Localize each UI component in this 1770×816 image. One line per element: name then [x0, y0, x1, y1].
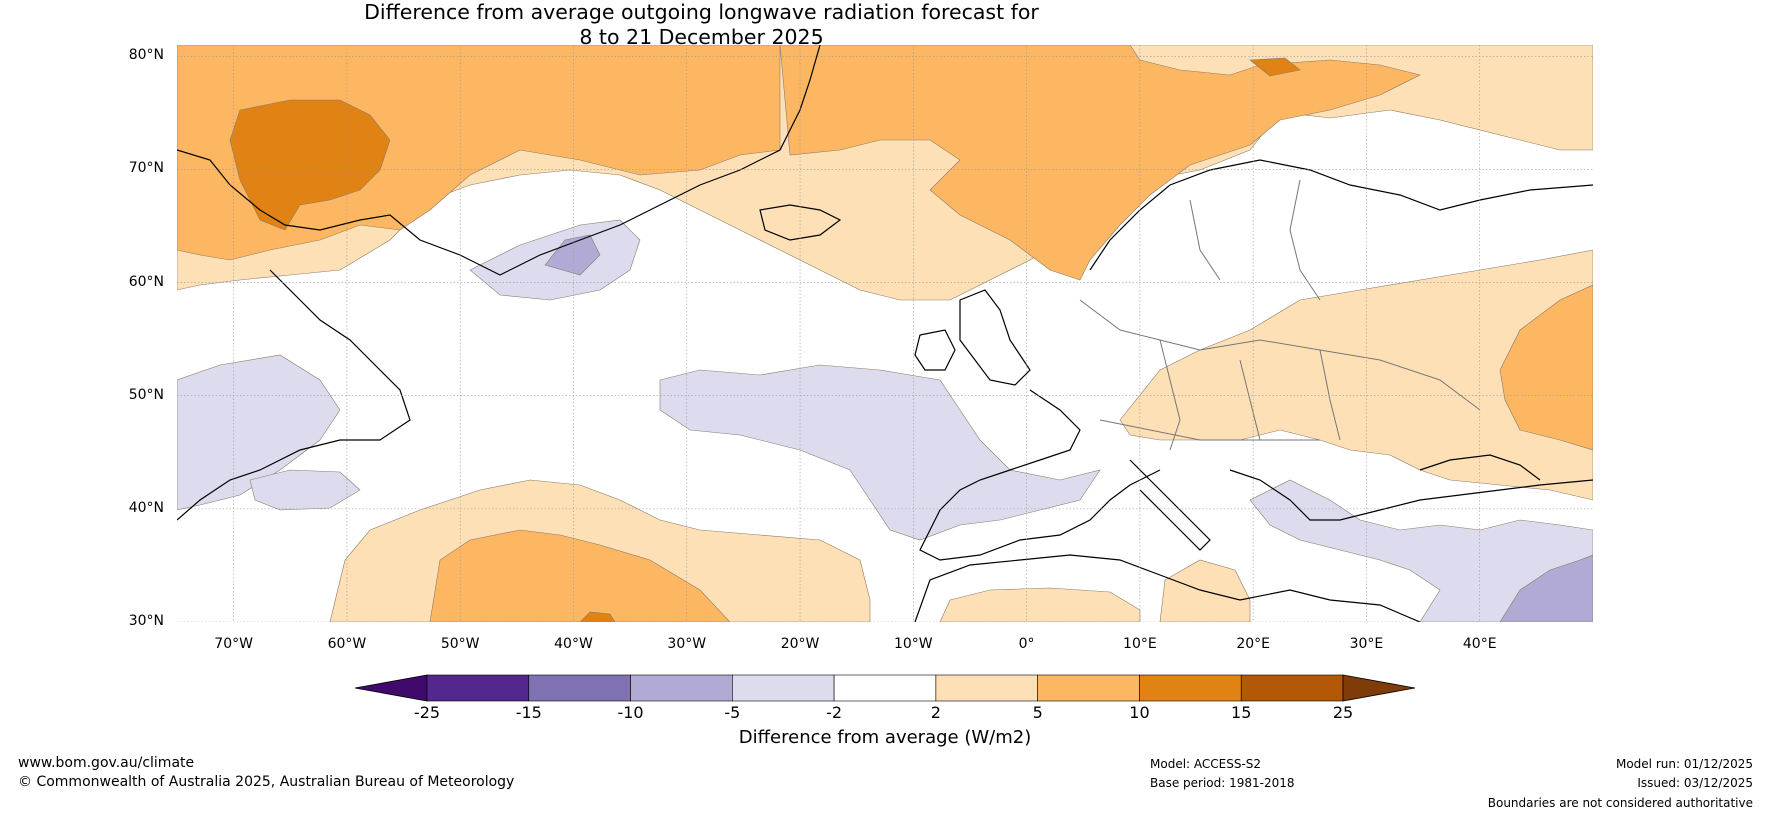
map-title-line1: Difference from average outgoing longwav… — [364, 0, 1039, 24]
colorbar-tick-label: -10 — [617, 703, 644, 722]
anomaly-region-greenland-medium — [177, 45, 781, 261]
footer-model: Model: ACCESS-S2 — [1150, 757, 1262, 771]
map-plot-area — [177, 45, 1593, 622]
colorbar-tick-label: 2 — [930, 703, 941, 722]
colorbar-tick-label: -2 — [826, 703, 843, 722]
longitude-label: 30°W — [667, 636, 707, 652]
longitude-label: 50°W — [440, 636, 480, 652]
coastline-black-sea — [1419, 454, 1541, 481]
colorbar-segment — [1240, 674, 1344, 702]
latitude-label: 70°N — [128, 160, 164, 177]
anomaly-region-russia-medium — [1499, 284, 1593, 451]
footer-issued: Issued: 03/12/2025 — [1637, 776, 1753, 790]
coastline-iceland — [759, 204, 842, 241]
coastline-ireland — [914, 329, 956, 371]
colorbar — [354, 674, 1416, 702]
anomaly-region-atlantic-medium — [429, 529, 731, 622]
map-title: Difference from average outgoing longwav… — [0, 0, 1403, 50]
colorbar-extend-high — [1342, 674, 1416, 702]
graticule — [177, 45, 1593, 622]
coastline-british-isles — [959, 289, 1031, 386]
latitude-label: 80°N — [128, 47, 164, 64]
footer-model-run: Model run: 01/12/2025 — [1615, 757, 1753, 771]
colorbar-title: Difference from average (W/m2) — [738, 727, 1032, 748]
latitude-label: 60°N — [128, 273, 164, 290]
longitude-label: 40°W — [554, 636, 593, 652]
longitude-label: 0° — [1018, 636, 1035, 652]
colorbar-tick-label: -5 — [724, 703, 741, 722]
coastline-greece-turkey — [1229, 469, 1593, 521]
longitude-label: 40°E — [1462, 636, 1497, 652]
anomaly-region-central-atlantic-purple — [249, 469, 361, 511]
coastline-north-africa — [914, 554, 1421, 622]
latitude-label: 40°N — [128, 499, 164, 516]
anomaly-region-med-purple — [1249, 479, 1593, 622]
colorbar-segment — [630, 674, 733, 702]
longitude-label: 20°W — [780, 636, 820, 652]
anomaly-region-nordic-medium — [779, 45, 1421, 281]
colorbar-segment — [1139, 674, 1242, 702]
colorbar-extend-low — [354, 674, 428, 702]
latitude-label: 50°N — [128, 386, 164, 403]
coastline-labrador — [177, 269, 411, 521]
footer-disclaimer: Boundaries are not considered authoritat… — [1487, 796, 1753, 810]
colorbar-segment — [833, 674, 937, 702]
anomaly-region-greenland-purple-dark — [544, 234, 601, 276]
country-borders — [1079, 179, 1481, 451]
anomaly-region-atlantic-dark — [579, 611, 616, 622]
colorbar-tick-label: 5 — [1032, 703, 1043, 722]
coastline-greenland — [177, 45, 821, 276]
longitude-label: 30°E — [1349, 636, 1384, 652]
footer-website: www.bom.gov.au/climate — [18, 755, 195, 771]
anomaly-region-iberia-purple — [659, 364, 1101, 541]
colorbar-tick-label: 10 — [1129, 703, 1150, 722]
colorbar-segment — [528, 674, 631, 702]
coastline-italy — [1129, 459, 1211, 551]
longitude-label: 60°W — [327, 636, 367, 652]
coastline-europe-west — [919, 389, 1161, 561]
colorbar-segment — [935, 674, 1038, 702]
longitude-label: 10°W — [893, 636, 933, 652]
colorbar-tick-label: -25 — [413, 703, 441, 722]
colorbar-segment — [732, 674, 835, 702]
longitude-label: 10°E — [1123, 636, 1157, 652]
anomaly-region-greenland-dark — [229, 99, 391, 231]
latitude-label: 30°N — [128, 613, 164, 629]
longitude-label: 70°W — [214, 636, 253, 652]
colorbar-tick-label: -15 — [515, 703, 542, 722]
footer-copyright: © Commonwealth of Australia 2025, Austra… — [18, 774, 515, 790]
longitude-label: 20°E — [1236, 636, 1270, 652]
footer-base-period: Base period: 1981-2018 — [1150, 776, 1295, 790]
anomaly-region-svalbard-dark — [1249, 57, 1301, 77]
anomaly-region-med-purple-dark — [1499, 554, 1593, 622]
colorbar-segment — [1037, 674, 1140, 702]
colorbar-tick-label: 15 — [1231, 703, 1252, 722]
colorbar-segment — [426, 674, 530, 702]
colorbar-tick-label: 25 — [1332, 703, 1354, 722]
